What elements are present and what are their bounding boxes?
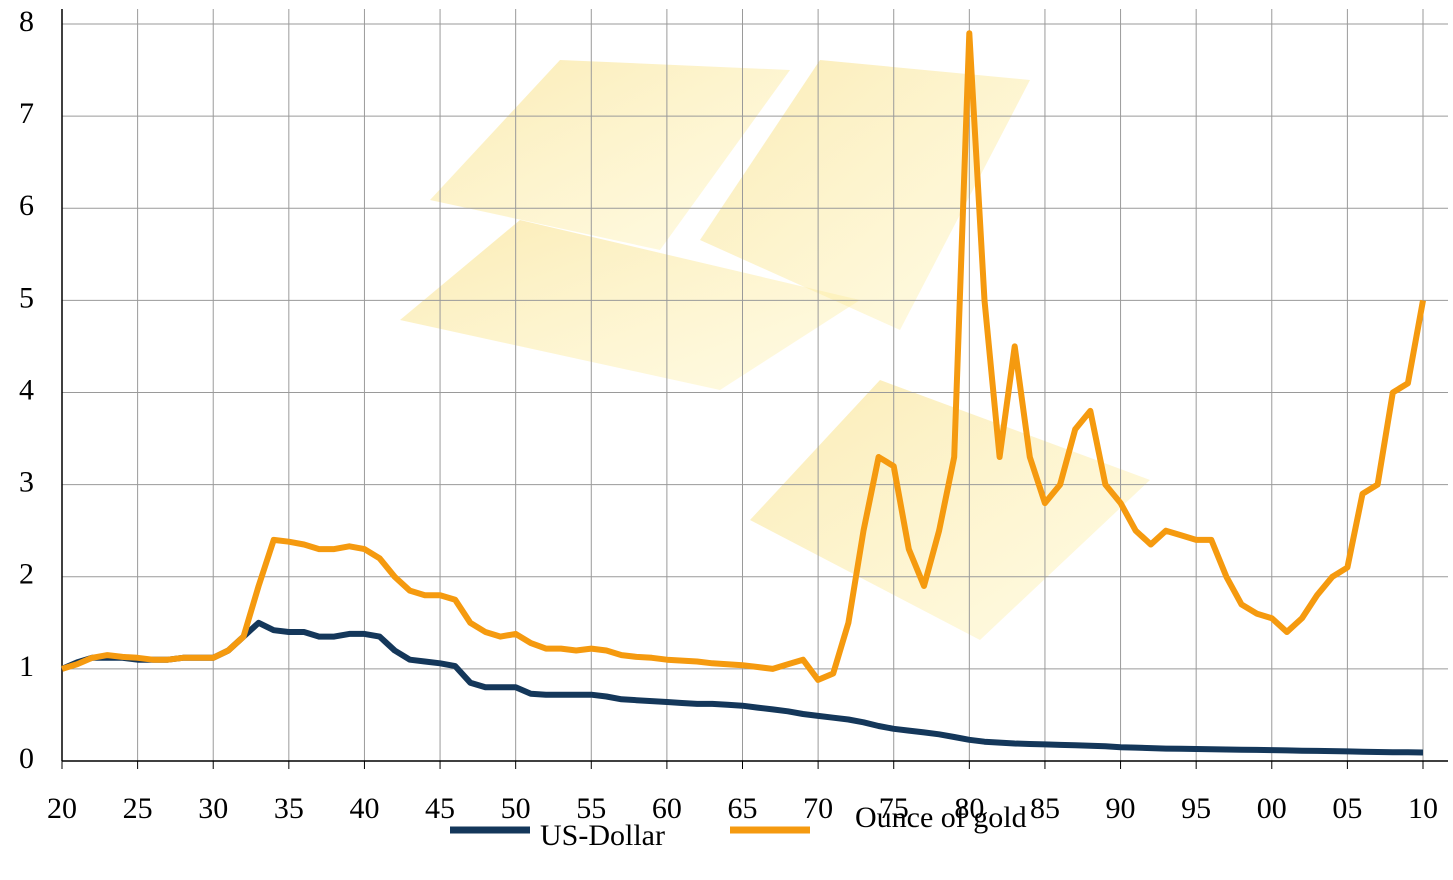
x-tick-label: 50 [501,792,531,825]
y-tick-label: 5 [19,281,34,314]
x-tick-label: 25 [123,792,153,825]
y-tick-label: 0 [19,742,34,775]
x-tick-label: 70 [803,792,833,825]
x-tick-label: 40 [349,792,379,825]
y-tick-label: 6 [19,189,34,222]
x-tick-label: 90 [1106,792,1136,825]
x-tick-label: 05 [1332,792,1362,825]
y-tick-label: 8 [19,5,34,38]
y-tick-label: 2 [19,558,34,591]
x-tick-label: 20 [47,792,77,825]
legend-label: US-Dollar [540,819,665,852]
x-tick-label: 35 [274,792,304,825]
x-tick-label: 45 [425,792,455,825]
legend-label: Ounce of gold [855,801,1027,834]
x-tick-label: 85 [1030,792,1060,825]
y-tick-label: 7 [19,97,34,130]
chart: 0123456782025303540455055606570758085909… [0,0,1453,880]
x-tick-label: 65 [728,792,758,825]
y-tick-label: 1 [19,650,34,683]
y-tick-label: 3 [19,466,34,499]
x-tick-label: 95 [1181,792,1211,825]
y-tick-label: 4 [19,373,34,406]
x-tick-label: 10 [1408,792,1438,825]
x-tick-label: 00 [1257,792,1287,825]
x-tick-label: 30 [198,792,228,825]
background-image [400,60,1150,640]
